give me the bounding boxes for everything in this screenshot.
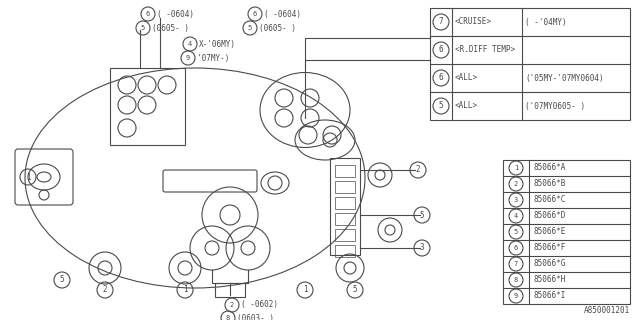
Text: 4: 4 (514, 213, 518, 219)
Text: 85066*B: 85066*B (533, 180, 565, 188)
Text: ( -0602): ( -0602) (241, 300, 278, 309)
Text: (0605- ): (0605- ) (152, 23, 189, 33)
Text: 5: 5 (353, 285, 357, 294)
Text: 6: 6 (514, 245, 518, 251)
Text: 5: 5 (248, 25, 252, 31)
Text: 85066*E: 85066*E (533, 228, 565, 236)
Text: 2: 2 (514, 181, 518, 187)
Text: <ALL>: <ALL> (455, 101, 478, 110)
Text: 85066*G: 85066*G (533, 260, 565, 268)
Text: ('05MY-'07MY0604): ('05MY-'07MY0604) (525, 74, 604, 83)
Text: 3: 3 (420, 244, 424, 252)
Text: <CRUISE>: <CRUISE> (455, 18, 492, 27)
Text: 5: 5 (60, 276, 64, 284)
Text: 2: 2 (102, 285, 108, 294)
Text: ( -0604): ( -0604) (157, 10, 194, 19)
Text: 2: 2 (230, 302, 234, 308)
Text: ( -0604): ( -0604) (264, 10, 301, 19)
Text: A850001201: A850001201 (584, 306, 630, 315)
Text: (0603- ): (0603- ) (237, 314, 274, 320)
Text: <ALL>: <ALL> (455, 74, 478, 83)
Text: 5: 5 (141, 25, 145, 31)
Text: 85066*C: 85066*C (533, 196, 565, 204)
Text: 85066*I: 85066*I (533, 292, 565, 300)
Text: '07MY-): '07MY-) (197, 53, 229, 62)
Text: 1: 1 (303, 285, 307, 294)
Text: 2: 2 (416, 165, 420, 174)
Text: 6: 6 (253, 11, 257, 17)
Text: 7: 7 (514, 261, 518, 267)
Text: 6: 6 (438, 45, 444, 54)
Text: 5: 5 (514, 229, 518, 235)
Text: 5: 5 (420, 211, 424, 220)
Text: X-'06MY): X-'06MY) (199, 39, 236, 49)
Text: 8: 8 (226, 315, 230, 320)
Text: 3: 3 (514, 197, 518, 203)
Text: 9: 9 (514, 293, 518, 299)
Text: 85066*H: 85066*H (533, 276, 565, 284)
Text: 1: 1 (182, 285, 188, 294)
Text: 6: 6 (146, 11, 150, 17)
Text: 7: 7 (438, 18, 444, 27)
Text: 4: 4 (188, 41, 192, 47)
Text: 85066*A: 85066*A (533, 164, 565, 172)
Text: 85066*D: 85066*D (533, 212, 565, 220)
Text: (0605- ): (0605- ) (259, 23, 296, 33)
Text: ('07MY0605- ): ('07MY0605- ) (525, 101, 585, 110)
Text: 8: 8 (514, 277, 518, 283)
Text: <R.DIFF TEMP>: <R.DIFF TEMP> (455, 45, 515, 54)
Text: ( -'04MY): ( -'04MY) (525, 18, 566, 27)
Text: 5: 5 (438, 101, 444, 110)
Text: 1: 1 (26, 172, 30, 181)
Text: 1: 1 (514, 165, 518, 171)
Text: 6: 6 (438, 74, 444, 83)
Text: 85066*F: 85066*F (533, 244, 565, 252)
Text: 9: 9 (186, 55, 190, 61)
